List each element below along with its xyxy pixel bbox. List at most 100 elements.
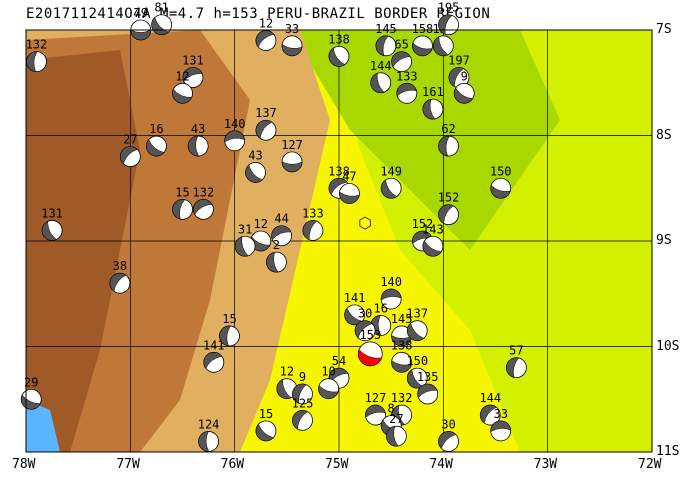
event-beachball[interactable]	[438, 431, 459, 452]
event-depth-label: 12	[175, 69, 189, 83]
event-depth-label: 30	[358, 307, 372, 321]
event-beachball[interactable]	[380, 288, 402, 310]
lon-tick-label: 78W	[12, 457, 36, 472]
event-beachball[interactable]	[172, 198, 193, 220]
event-beachball[interactable]	[406, 320, 428, 342]
highland-region	[26, 50, 140, 452]
event-depth-label: 27	[123, 133, 137, 147]
event-depth-label: 133	[396, 69, 418, 83]
event-beachball[interactable]	[182, 67, 204, 88]
event-beachball[interactable]	[422, 235, 444, 257]
event-beachball[interactable]	[187, 135, 209, 157]
event-beachball[interactable]	[281, 151, 303, 173]
event-depth-label: 127	[365, 391, 387, 405]
event-beachball[interactable]	[172, 82, 193, 104]
event-beachball[interactable]	[224, 130, 246, 152]
event-beachball[interactable]	[302, 220, 324, 241]
event-depth-label: 132	[391, 391, 413, 405]
ocean-region	[26, 400, 60, 452]
event-depth-label: 27	[389, 412, 403, 426]
event-beachball[interactable]	[385, 425, 407, 447]
event-beachball[interactable]	[119, 146, 141, 168]
event-beachball[interactable]	[255, 30, 277, 51]
event-beachball[interactable]	[292, 409, 313, 431]
event-beachball[interactable]	[490, 420, 512, 442]
event-beachball[interactable]	[432, 35, 454, 57]
event-beachball[interactable]	[151, 14, 173, 36]
event-beachball[interactable]	[406, 367, 428, 389]
event-beachball[interactable]	[417, 383, 439, 405]
event-beachball[interactable]	[281, 35, 303, 57]
event-beachball[interactable]	[354, 320, 376, 342]
lat-tick-label: 10S	[656, 338, 680, 354]
event-depth-label: 152	[412, 217, 434, 231]
event-beachball[interactable]	[271, 225, 293, 247]
event-depth-label: 43	[248, 148, 262, 162]
event-depth-label: 12	[280, 365, 294, 379]
event-depth-label: 54	[332, 354, 346, 368]
event-beachball[interactable]	[198, 431, 219, 452]
event-beachball[interactable]	[26, 51, 47, 73]
event-depth-label: 2	[273, 238, 280, 252]
lat-tick-label: 9S	[656, 233, 672, 248]
event-depth-label: 141	[203, 338, 225, 352]
event-beachball[interactable]	[375, 35, 397, 57]
event-beachball[interactable]	[438, 204, 459, 226]
event-beachball[interactable]	[370, 72, 392, 94]
event-beachball[interactable]	[292, 383, 313, 405]
lon-tick-label: 73W	[533, 457, 558, 472]
event-beachball[interactable]	[265, 251, 287, 273]
event-beachball[interactable]	[219, 325, 240, 347]
event-depth-label: 137	[406, 307, 428, 321]
event-depth-label: 124	[198, 417, 220, 431]
event-depth-label: 9	[461, 69, 468, 83]
event-beachball[interactable]	[318, 378, 339, 400]
event-beachball[interactable]	[391, 325, 413, 347]
event-beachball[interactable]	[245, 162, 266, 183]
event-beachball[interactable]	[505, 357, 527, 379]
event-beachball[interactable]	[41, 220, 63, 241]
event-depth-label: 47	[342, 170, 356, 184]
event-beachball[interactable]	[255, 119, 277, 141]
event-depth-label: 8	[388, 402, 395, 416]
event-beachball[interactable]	[490, 177, 512, 199]
event-depth-label: 138	[328, 32, 350, 46]
event-beachball[interactable]	[146, 135, 167, 157]
event-beachball[interactable]	[391, 51, 413, 73]
event-depth-label: 38	[113, 259, 127, 273]
event-depth-label: 141	[344, 291, 366, 305]
event-depth-label: 79	[134, 6, 148, 20]
event-beachball[interactable]	[438, 14, 459, 36]
event-depth-label: 133	[302, 206, 324, 220]
event-beachball[interactable]	[344, 304, 366, 326]
event-depth-label: 140	[380, 275, 402, 289]
event-depth-label: 9	[299, 370, 306, 384]
event-depth-label: 149	[380, 164, 402, 178]
event-beachball[interactable]	[422, 98, 444, 120]
event-beachball[interactable]	[234, 235, 256, 257]
event-depth-label: 44	[274, 212, 288, 226]
main-event-beachball[interactable]	[357, 341, 383, 367]
event-beachball[interactable]	[391, 351, 413, 373]
lat-tick-label: 7S	[656, 22, 672, 37]
event-beachball[interactable]	[453, 82, 475, 104]
event-beachball[interactable]	[255, 420, 277, 442]
lon-tick-label: 76W	[220, 457, 245, 472]
event-beachball[interactable]	[365, 404, 386, 426]
event-beachball[interactable]	[479, 404, 501, 426]
event-beachball[interactable]	[20, 388, 42, 410]
event-depth-label: 131	[182, 53, 204, 67]
event-beachball[interactable]	[203, 351, 225, 373]
event-beachball[interactable]	[339, 183, 360, 204]
event-depth-label: 144	[479, 391, 501, 405]
event-beachball[interactable]	[192, 198, 214, 220]
event-depth-label: 57	[509, 344, 523, 358]
event-beachball[interactable]	[412, 35, 433, 57]
event-beachball[interactable]	[380, 177, 402, 199]
event-depth-label: 137	[255, 106, 277, 120]
event-beachball[interactable]	[109, 272, 131, 294]
event-beachball[interactable]	[396, 82, 418, 104]
event-beachball[interactable]	[438, 135, 459, 157]
event-beachball[interactable]	[328, 45, 350, 67]
event-depth-label: 140	[224, 117, 246, 131]
